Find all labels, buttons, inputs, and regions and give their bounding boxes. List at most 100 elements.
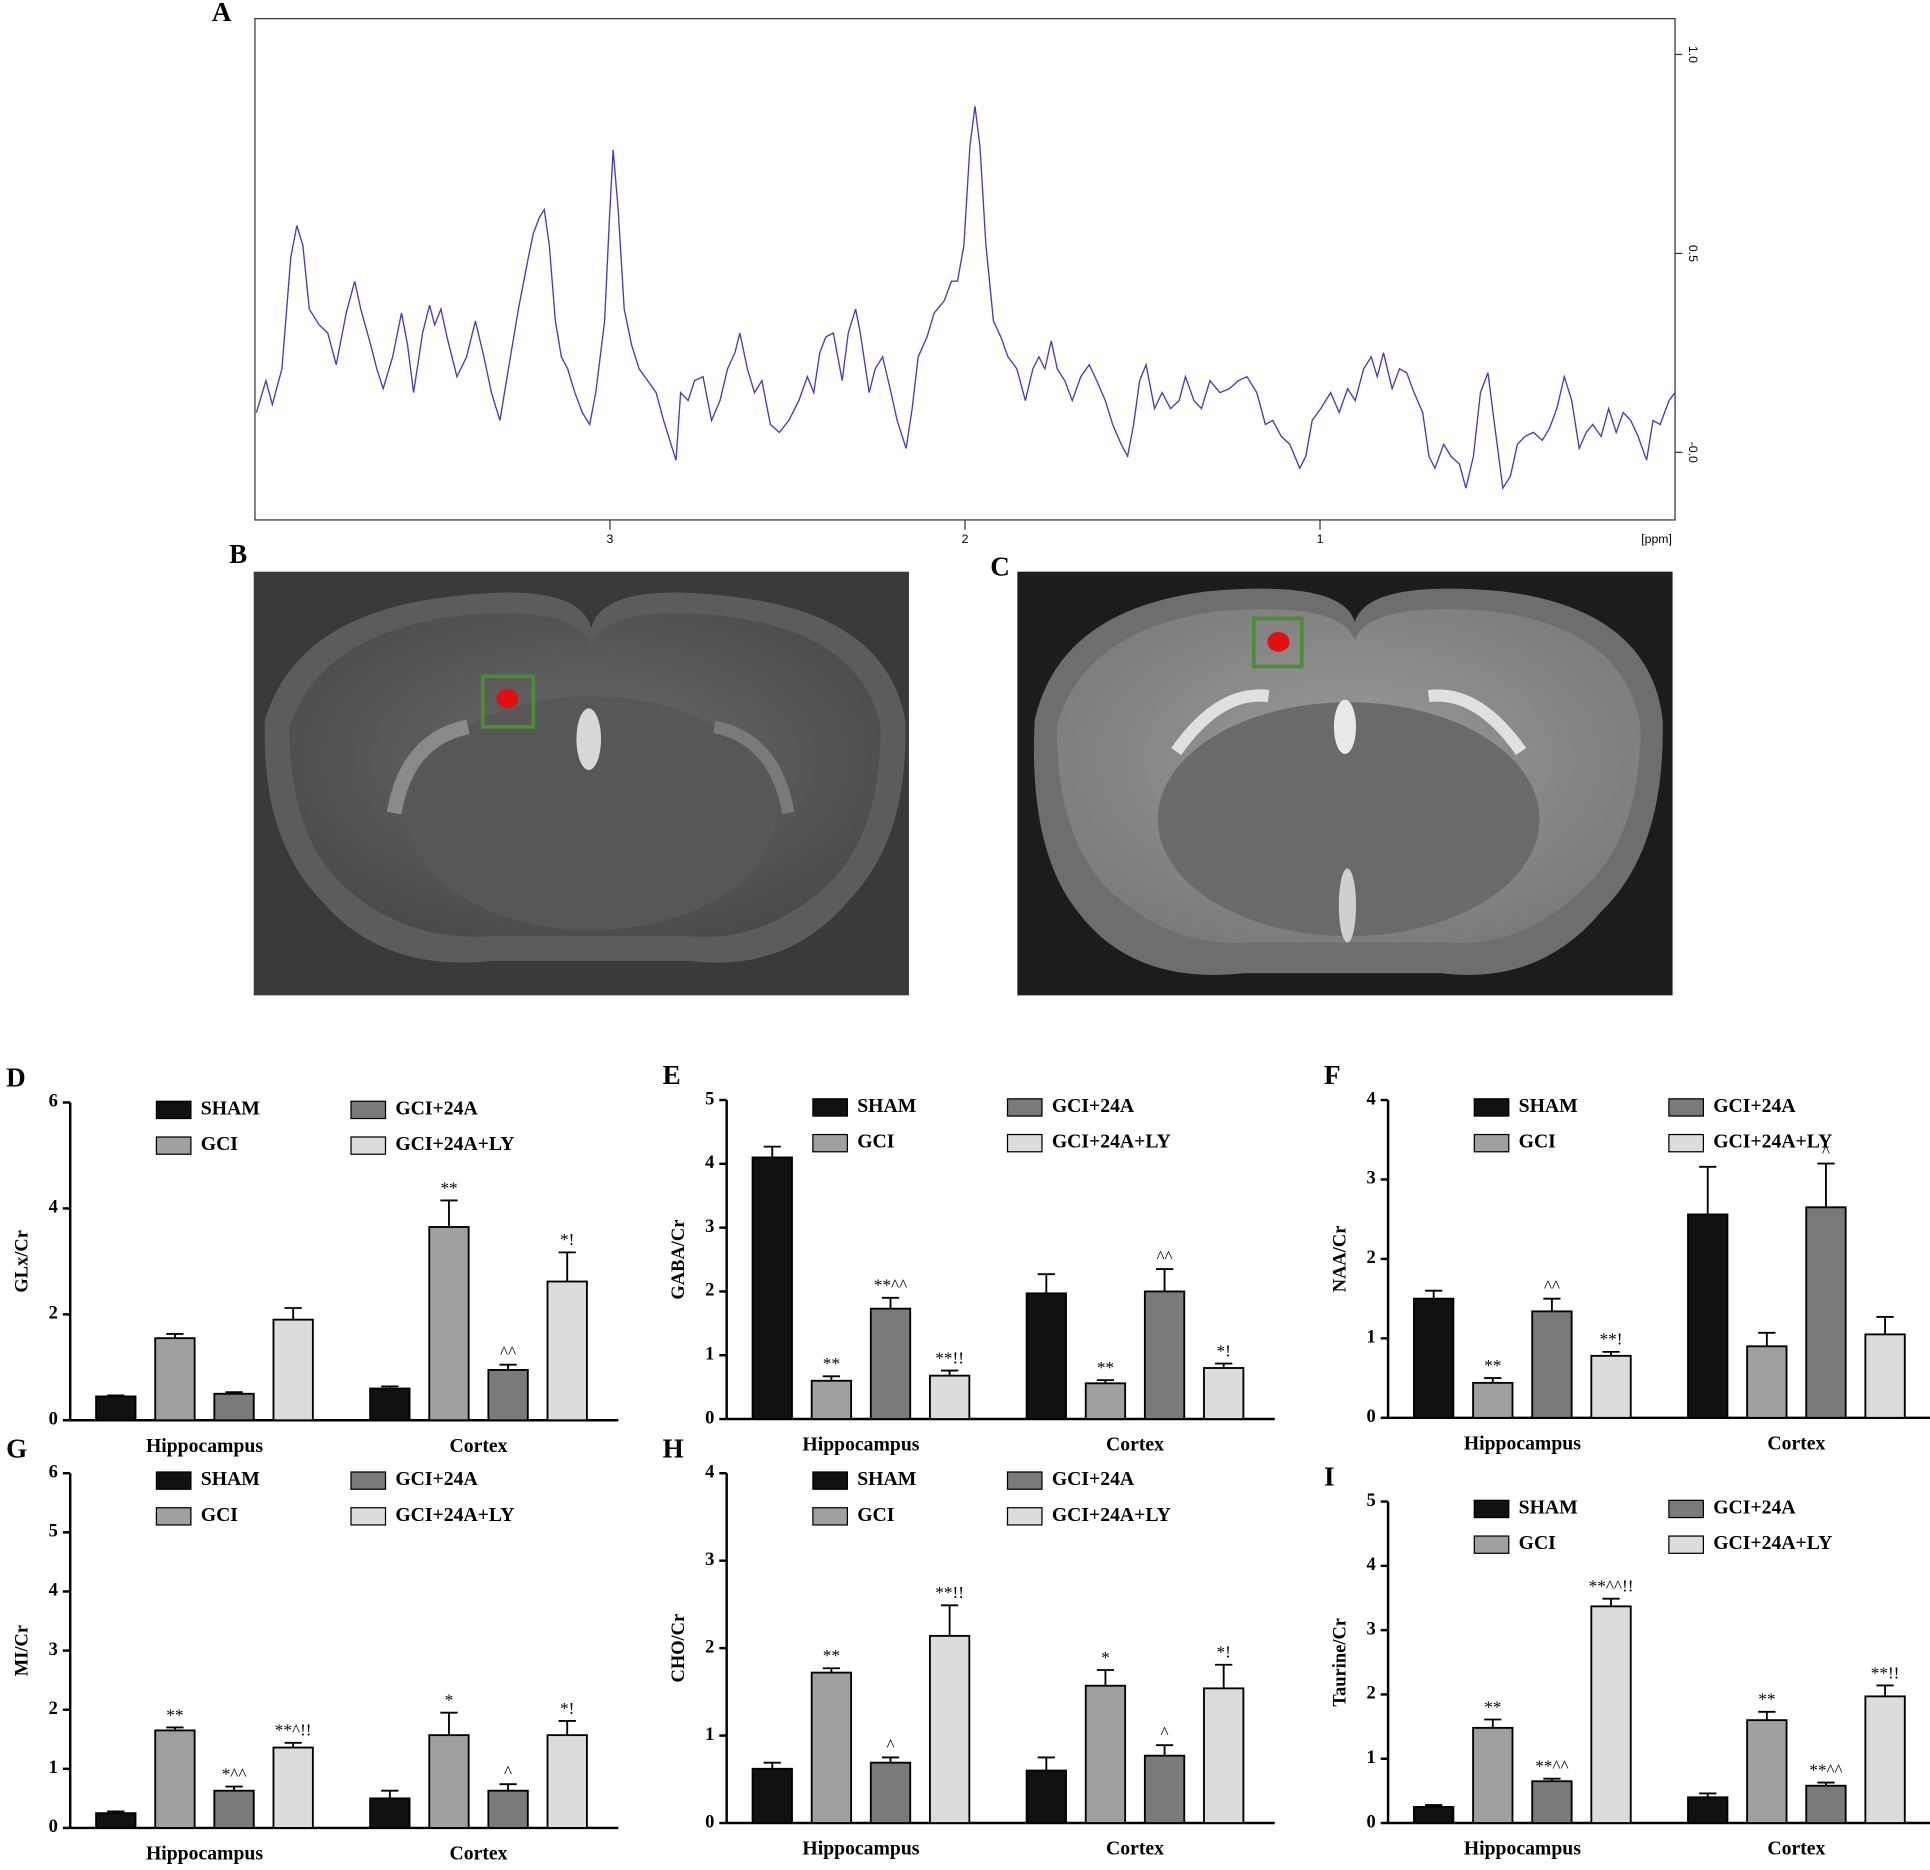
x-tick-label: Cortex	[1106, 1434, 1164, 1456]
legend-swatch	[155, 1136, 192, 1155]
error-bar	[1876, 1315, 1894, 1335]
bar	[1084, 1382, 1127, 1420]
bar	[751, 1767, 793, 1824]
significance-label: ^	[886, 1735, 894, 1754]
panel-label: C	[990, 551, 1010, 581]
y-tick-label: 0	[49, 1409, 58, 1429]
y-tick-label: 0	[1367, 1811, 1376, 1831]
bar	[1472, 1381, 1514, 1419]
y-tick-label: 3	[49, 1639, 58, 1659]
bar	[154, 1337, 196, 1422]
error-bar	[284, 1741, 302, 1748]
error-bar	[1602, 1350, 1620, 1356]
bar	[1531, 1780, 1573, 1824]
legend-label: GCI+24A	[395, 1468, 478, 1490]
error-bar	[166, 1333, 184, 1339]
legend-label: SHAM	[201, 1097, 260, 1119]
legend-swatch	[350, 1100, 387, 1120]
error-bar	[1096, 1669, 1115, 1686]
x-tick-label: Cortex	[1106, 1838, 1164, 1860]
y-tick-label: 4	[705, 1461, 714, 1481]
y-tick-label: 1	[1367, 1747, 1376, 1767]
significance-label: **	[1484, 1356, 1501, 1375]
x-tick-label: 1	[1317, 532, 1324, 546]
legend-swatch	[812, 1098, 848, 1117]
legend-swatch	[155, 1507, 192, 1526]
legend-label: GCI+24A+LY	[395, 1133, 514, 1155]
bar	[487, 1789, 529, 1829]
legend-swatch	[1006, 1471, 1043, 1490]
y-tick-label: 6	[49, 1461, 58, 1481]
legend-label: GCI+24A	[1713, 1496, 1796, 1518]
legend-swatch	[1668, 1499, 1704, 1519]
legend-swatch	[812, 1471, 848, 1490]
error-bar	[1543, 1297, 1561, 1312]
significance-label: **	[823, 1646, 840, 1665]
significance-label: *	[445, 1691, 454, 1710]
significance-label: ^	[1161, 1723, 1169, 1742]
x-tick-label: Hippocampus	[1464, 1838, 1581, 1860]
legend-label: GCI	[201, 1133, 238, 1155]
error-bar	[107, 1810, 125, 1814]
bar	[1531, 1310, 1573, 1419]
error-bar	[499, 1783, 517, 1791]
y-tick-label: 3	[1367, 1168, 1376, 1188]
error-bar	[941, 1604, 959, 1636]
legend-label: GCI+24A	[395, 1097, 478, 1119]
error-bar	[381, 1789, 399, 1799]
y-tick-label: 3	[1367, 1618, 1376, 1638]
x-tick-label: Cortex	[1767, 1432, 1825, 1454]
significance-label: **	[166, 1705, 183, 1724]
x-tick-label: Cortex	[450, 1843, 508, 1865]
y-tick-label: 5	[49, 1521, 58, 1541]
y-axis-label: NAA/Cr	[1330, 1226, 1350, 1293]
mri-image-b	[253, 571, 909, 996]
legend-swatch	[1668, 1535, 1704, 1554]
bar	[369, 1797, 411, 1829]
error-bar	[499, 1363, 517, 1370]
error-bar	[1699, 1165, 1717, 1215]
legend-label: GCI	[201, 1504, 238, 1526]
bar	[428, 1734, 470, 1829]
legend-swatch	[1473, 1499, 1510, 1519]
bar	[1590, 1354, 1632, 1419]
x-tick-label: Hippocampus	[1464, 1432, 1581, 1454]
error-bar	[284, 1307, 302, 1320]
y-tick-label: 4	[49, 1580, 58, 1600]
y-tick-label: 6	[49, 1091, 58, 1111]
bar	[487, 1369, 529, 1422]
significance-label: **!!	[935, 1348, 964, 1367]
significance-label: **^^	[874, 1276, 907, 1295]
bar	[810, 1379, 853, 1420]
bar	[369, 1387, 411, 1422]
significance-label: ^^	[500, 1343, 516, 1362]
error-bar	[225, 1391, 243, 1394]
legend-swatch	[155, 1471, 192, 1490]
significance-label: **!	[1600, 1330, 1623, 1349]
significance-label: **^^!!	[1589, 1577, 1634, 1596]
x-tick-label: Cortex	[450, 1435, 508, 1457]
error-bar	[1215, 1362, 1233, 1368]
y-tick-label: 2	[705, 1280, 714, 1300]
x-tick-label: Hippocampus	[802, 1434, 919, 1456]
bar	[272, 1318, 314, 1422]
significance-label: ^	[1822, 1141, 1830, 1160]
legend-swatch	[350, 1507, 387, 1526]
y-tick-label: 1	[1367, 1327, 1376, 1347]
legend-label: SHAM	[857, 1095, 916, 1117]
error-bar	[1484, 1377, 1502, 1383]
error-bar	[225, 1785, 243, 1791]
panel-label: B	[229, 539, 247, 569]
y-tick-label: 4	[49, 1197, 58, 1217]
error-bar	[881, 1756, 900, 1763]
legend-swatch	[1473, 1098, 1510, 1117]
mri-image-c	[1017, 571, 1673, 996]
significance-label: **^!!	[275, 1721, 312, 1740]
y-tick-label: 1	[705, 1343, 714, 1363]
y-tick-label: 1.0	[1686, 46, 1700, 63]
x-tick-label: Hippocampus	[802, 1838, 919, 1860]
bar	[95, 1395, 137, 1422]
error-bar	[1215, 1663, 1233, 1689]
bar	[869, 1307, 912, 1420]
legend-swatch	[812, 1507, 848, 1526]
